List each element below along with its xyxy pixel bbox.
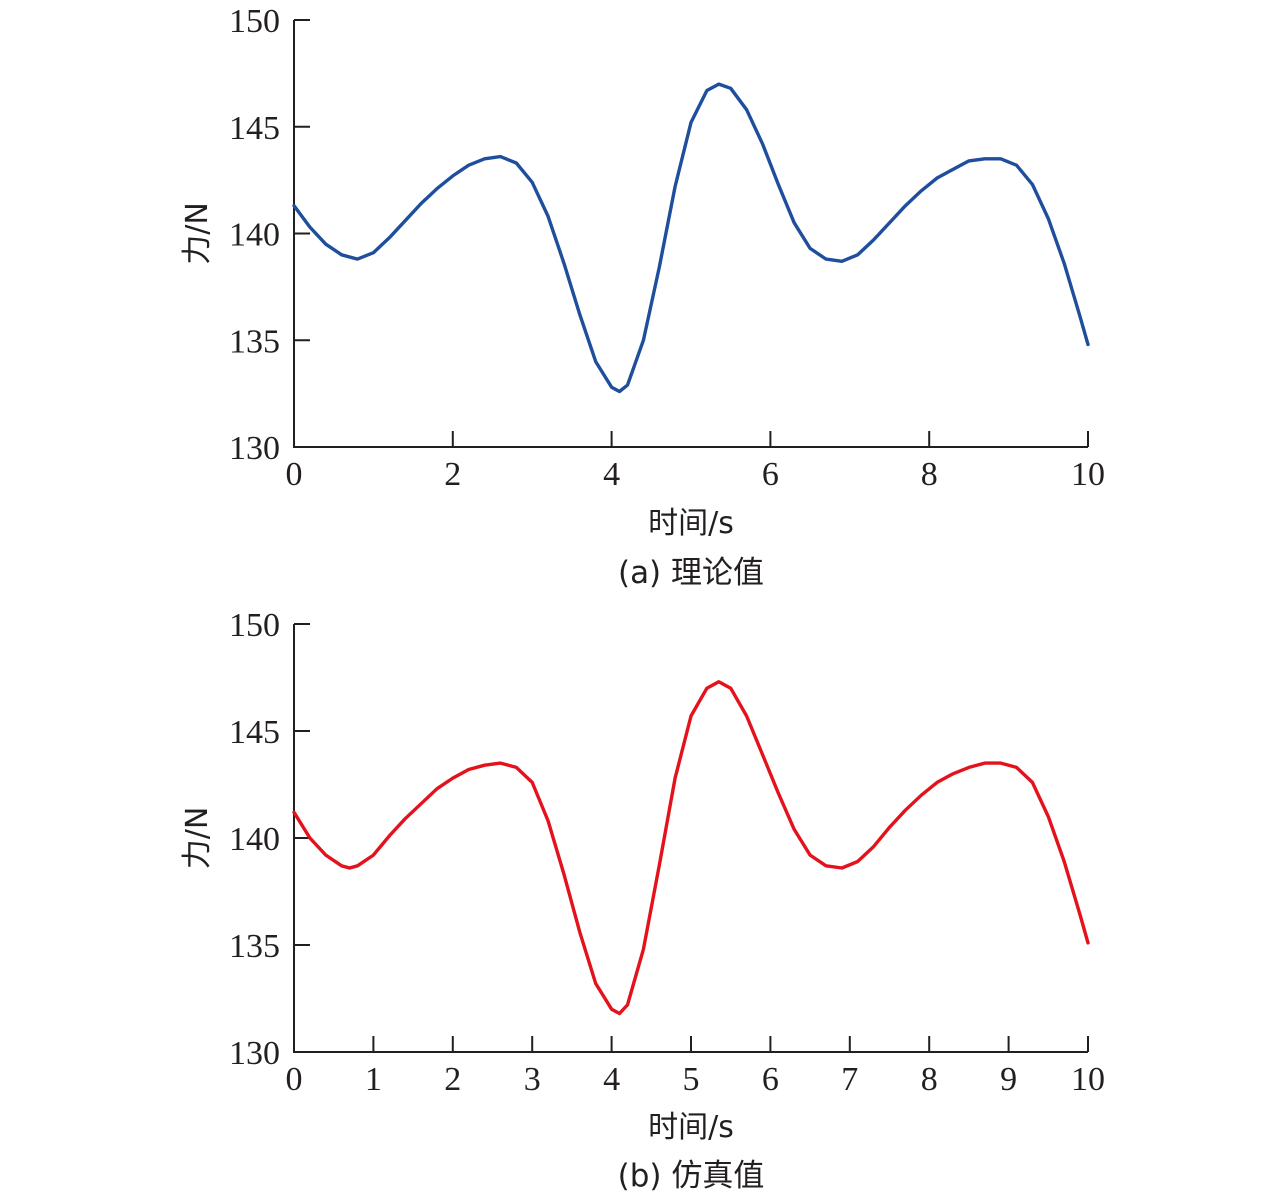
x-tick-label: 8 — [921, 1061, 938, 1098]
axis-lines — [293, 624, 1088, 1053]
series-line — [292, 82, 1090, 394]
x-tick-label: 0 — [286, 456, 303, 493]
x-tick-label: 6 — [762, 1061, 779, 1098]
y-tick-label: 150 — [229, 3, 280, 40]
x-tick-label: 9 — [1000, 1061, 1017, 1098]
y-tick-label: 130 — [229, 430, 280, 467]
x-tick-label: 6 — [762, 456, 779, 493]
y-tick-label: 145 — [229, 110, 280, 147]
y-tick-label: 145 — [229, 714, 280, 751]
x-tick-label: 8 — [921, 456, 938, 493]
x-axis-title: 时间/s — [648, 1110, 734, 1145]
x-tick-label: 10 — [1071, 456, 1105, 493]
panel-b: 130 135 140 145 150 0 1 2 3 4 5 6 7 8 9 10 力/N 时间/s (b) 仿真… — [180, 607, 1105, 1194]
x-tick-label: 4 — [603, 456, 620, 493]
y-tick-label: 150 — [229, 607, 280, 644]
x-tick-label: 5 — [683, 1061, 700, 1098]
x-tick-label: 7 — [841, 1061, 858, 1098]
series-line — [292, 680, 1090, 1016]
x-tick-label: 3 — [524, 1061, 541, 1098]
panel-caption: (a) 理论值 — [618, 555, 764, 591]
x-tick-label: 2 — [444, 456, 461, 493]
panel-caption: (b) 仿真值 — [618, 1158, 765, 1194]
y-tick-label: 140 — [229, 821, 280, 858]
x-tick-label: 2 — [444, 1061, 461, 1098]
x-axis-title: 时间/s — [648, 506, 734, 541]
axis-lines — [293, 20, 1088, 448]
x-tick-label: 0 — [286, 1061, 303, 1098]
y-tick-label: 140 — [229, 217, 280, 254]
x-tick-label: 10 — [1071, 1061, 1105, 1098]
x-tick-label: 4 — [603, 1061, 620, 1098]
x-tick-label: 1 — [365, 1061, 382, 1098]
y-tick-label: 130 — [229, 1035, 280, 1072]
y-axis-title: 力/N — [180, 807, 215, 870]
y-tick-label: 135 — [229, 323, 280, 360]
y-tick-label: 135 — [229, 928, 280, 965]
panel-a: 130 135 140 145 150 0 2 4 6 8 10 力/N 时间/s (a) 理论值 — [180, 3, 1105, 591]
y-axis-title: 力/N — [180, 202, 215, 265]
